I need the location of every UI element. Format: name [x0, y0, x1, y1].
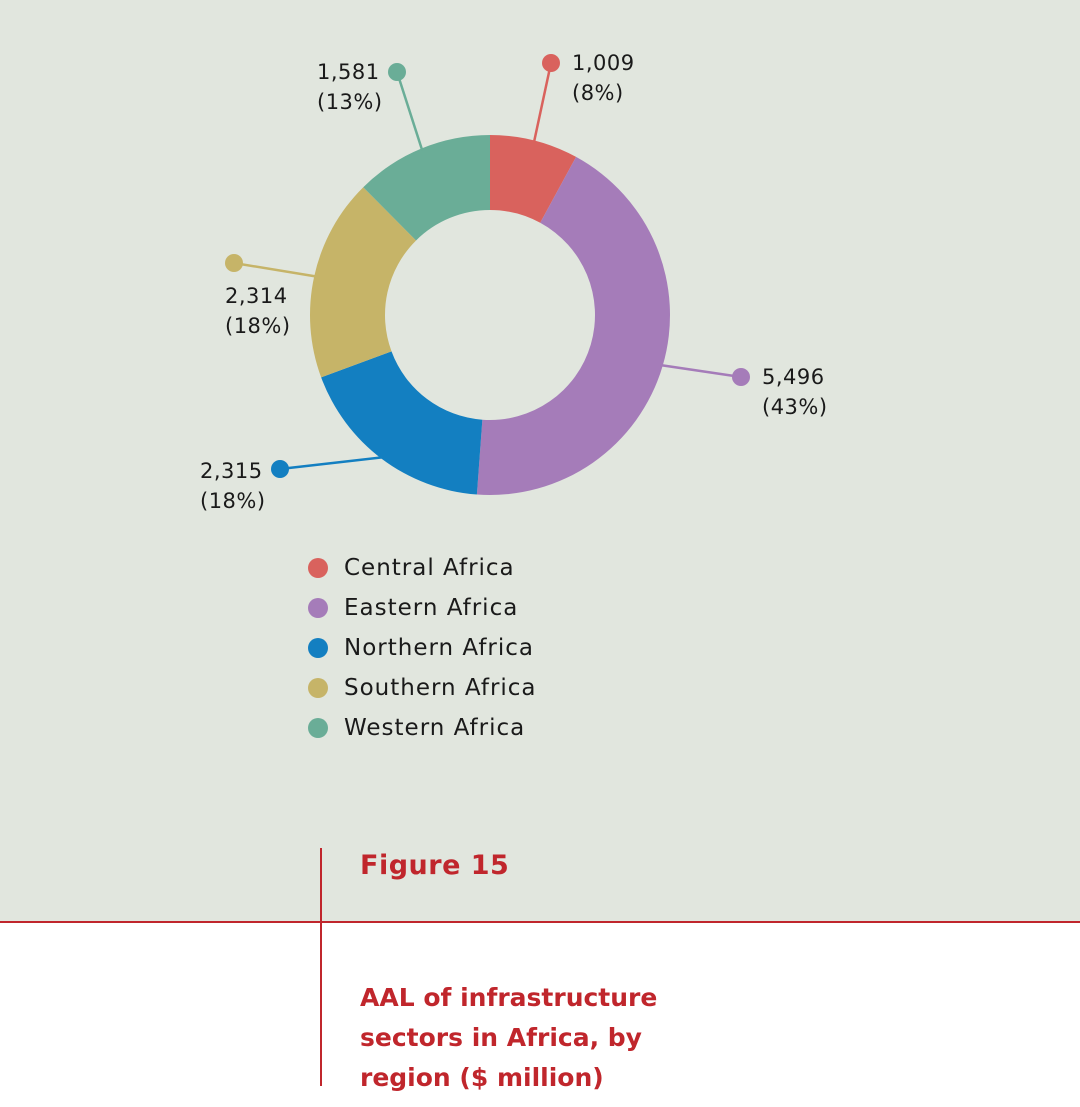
leader-dot-northern-africa	[271, 460, 289, 478]
legend-label: Southern Africa	[344, 675, 537, 701]
data-label-value: 1,009	[572, 51, 635, 75]
data-label-eastern-africa: 5,496 (43%)	[762, 362, 828, 422]
leader-dot-southern-africa	[225, 254, 243, 272]
legend-label: Western Africa	[344, 715, 526, 741]
data-label-value: 1,581	[317, 60, 380, 84]
data-label-percent: (13%)	[317, 90, 383, 114]
legend-item-northern-africa: Northern Africa	[308, 628, 537, 668]
data-label-percent: (18%)	[200, 489, 266, 513]
legend-swatch	[308, 678, 328, 698]
donut-chart	[225, 54, 750, 496]
data-label-value: 2,315	[200, 459, 263, 483]
slice-eastern-africa	[476, 156, 671, 496]
data-label-value: 2,314	[225, 284, 288, 308]
horizontal-rule	[0, 921, 1080, 923]
legend: Central Africa Eastern Africa Northern Afr…	[308, 548, 537, 748]
data-label-western-africa: 1,581 (13%)	[317, 57, 383, 117]
leader-line-western-africa	[395, 71, 424, 151]
data-label-central-africa: 1,009 (8%)	[572, 48, 635, 108]
data-label-southern-africa: 2,314 (18%)	[225, 281, 291, 341]
legend-label: Central Africa	[344, 555, 515, 581]
data-label-percent: (43%)	[762, 395, 828, 419]
leader-line-northern-africa	[279, 456, 384, 471]
leader-line-eastern-africa	[660, 363, 742, 379]
slice-central-africa	[490, 135, 577, 223]
slice-southern-africa	[310, 187, 417, 378]
legend-item-western-africa: Western Africa	[308, 708, 537, 748]
legend-item-eastern-africa: Eastern Africa	[308, 588, 537, 628]
leader-dot-eastern-africa	[732, 368, 750, 386]
legend-label: Eastern Africa	[344, 595, 519, 621]
leader-line-central-africa	[532, 62, 553, 143]
vertical-rule	[320, 848, 322, 1086]
slice-western-africa	[363, 135, 490, 241]
slice-northern-africa	[321, 351, 483, 495]
figure-number: Figure 15	[360, 850, 510, 881]
figure-title: AAL of infrastructure sectors in Africa,…	[360, 983, 658, 1092]
leader-dot-central-africa	[542, 54, 560, 72]
leader-line-southern-africa	[233, 261, 317, 278]
leader-dot-western-africa	[388, 63, 406, 81]
data-label-northern-africa: 2,315 (18%)	[200, 456, 266, 516]
legend-item-southern-africa: Southern Africa	[308, 668, 537, 708]
legend-swatch	[308, 718, 328, 738]
legend-label: Northern Africa	[344, 635, 535, 661]
legend-swatch	[308, 638, 328, 658]
legend-swatch	[308, 558, 328, 578]
data-label-percent: (8%)	[572, 81, 624, 105]
data-label-value: 5,496	[762, 365, 825, 389]
legend-swatch	[308, 598, 328, 618]
data-label-percent: (18%)	[225, 314, 291, 338]
legend-item-central-africa: Central Africa	[308, 548, 537, 588]
